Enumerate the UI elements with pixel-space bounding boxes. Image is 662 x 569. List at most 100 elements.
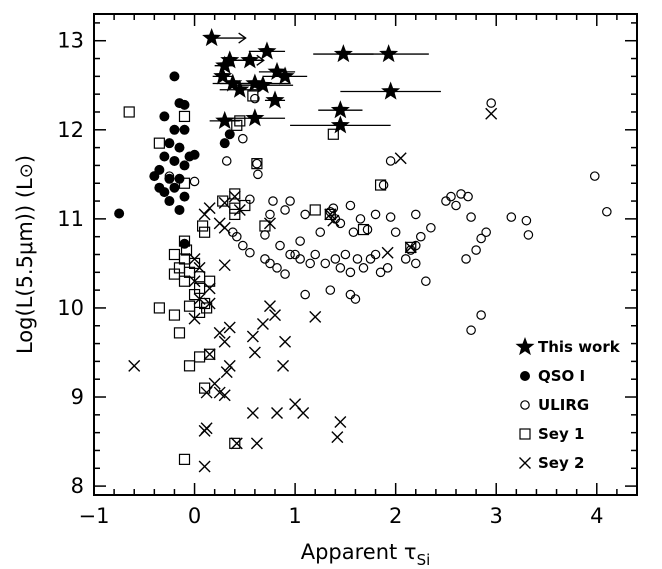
ulirg-point	[245, 194, 255, 205]
legend-marker-sey-2	[519, 457, 531, 469]
this-work-point	[202, 28, 222, 47]
ulirg-point	[410, 209, 421, 220]
qso-i-point	[159, 111, 170, 122]
ulirg-point	[400, 254, 411, 264]
ulirg-point	[238, 133, 248, 144]
ulirg-point	[345, 289, 356, 300]
sey-2-point	[269, 309, 281, 322]
sey-1-point	[178, 453, 191, 465]
sey-2-point	[218, 389, 231, 402]
this-work-point	[213, 66, 233, 85]
sey-2-point	[334, 415, 347, 428]
qso-i-point	[179, 99, 190, 110]
ulirg-point	[521, 215, 532, 226]
qso-i-point	[149, 171, 160, 182]
ulirg-point	[340, 249, 351, 260]
x-tick-label: 3	[490, 504, 503, 528]
sey-1-point	[173, 327, 186, 339]
sey-1-point	[204, 275, 216, 287]
qso-i-point	[224, 129, 235, 140]
ulirg-point	[305, 258, 315, 269]
qso-i-point	[174, 173, 185, 184]
sey-2-point	[263, 300, 276, 313]
x-tick-label: −1	[79, 504, 110, 528]
ulirg-point	[238, 240, 248, 251]
ulirg-point	[352, 254, 363, 264]
ulirg-point	[426, 222, 436, 233]
sey-1-point	[309, 204, 321, 216]
ulirg-point	[252, 158, 262, 169]
sey-1-point	[178, 110, 191, 123]
data-layer	[114, 28, 612, 473]
ulirg-point	[382, 263, 393, 273]
qso-i-point	[164, 173, 175, 184]
y-tick-label: 12	[57, 118, 84, 142]
sey-2-point	[381, 246, 394, 259]
sey-1-point	[193, 282, 206, 294]
ulirg-point	[315, 227, 326, 238]
sey-1-point	[193, 351, 206, 363]
qso-i-point	[174, 204, 185, 215]
this-work-point	[253, 75, 273, 94]
sey-1-point	[405, 241, 417, 253]
sey-2-point	[485, 107, 498, 120]
sey-2-point	[248, 346, 261, 359]
sey-1-point	[204, 348, 216, 360]
ulirg-point	[410, 240, 421, 251]
ulirg-point	[410, 258, 421, 269]
ulirg-point	[325, 285, 336, 295]
legend-label-this-work: This work	[538, 338, 621, 356]
this-work-point	[379, 44, 399, 63]
this-work-limit-arrowhead	[238, 32, 247, 44]
ulirg-point	[295, 254, 305, 264]
ulirg-point	[385, 156, 396, 166]
sey-2-point	[198, 460, 211, 473]
ulirg-point	[345, 200, 356, 211]
sey-1-point	[199, 382, 211, 394]
x-tick-label: 4	[590, 504, 603, 528]
ulirg-point	[476, 310, 486, 320]
sey-2-point	[128, 359, 141, 372]
qso-i-point	[174, 142, 185, 153]
sey-1-point	[183, 300, 196, 312]
sey-2-point	[198, 208, 211, 221]
legend-marker-sey-1	[519, 428, 531, 440]
ulirg-point	[250, 93, 260, 104]
sey-1-point	[168, 248, 181, 261]
x-tick-label: 2	[389, 504, 402, 528]
ulirg-point	[481, 227, 491, 238]
ulirg-point	[280, 269, 290, 279]
this-work-limit-arrowhead	[256, 54, 265, 66]
ulirg-point	[275, 240, 285, 251]
ulirg-point	[221, 156, 232, 166]
qso-i-point	[169, 182, 180, 193]
ulirg-point	[446, 191, 456, 202]
y-tick-label: 8	[71, 474, 84, 498]
this-work-point	[245, 108, 265, 127]
sey-2-point	[279, 335, 292, 348]
x-axis-title: Apparent τSi	[301, 540, 431, 569]
ulirg-point	[345, 267, 356, 278]
legend-label-sey-1: Sey 1	[538, 425, 584, 443]
ulirg-point	[486, 98, 496, 108]
ulirg-point	[461, 254, 471, 264]
qso-i-point	[219, 138, 230, 149]
this-work-point	[215, 55, 235, 74]
qso-i-point	[179, 160, 190, 171]
ulirg-point	[310, 249, 321, 260]
ulirg-point	[466, 325, 476, 336]
ulirg-point	[589, 171, 600, 181]
this-work-point	[230, 79, 250, 98]
sey-2-point	[327, 214, 340, 227]
sey-1-point	[251, 158, 263, 170]
this-work-point	[265, 90, 285, 109]
ulirg-point	[290, 249, 300, 260]
ulirg-point	[378, 180, 389, 190]
sey-2-point	[277, 359, 290, 372]
ulirg-point	[330, 214, 341, 224]
qso-i-point	[189, 149, 200, 160]
qso-i-point	[154, 182, 165, 193]
ulirg-point	[471, 245, 481, 255]
